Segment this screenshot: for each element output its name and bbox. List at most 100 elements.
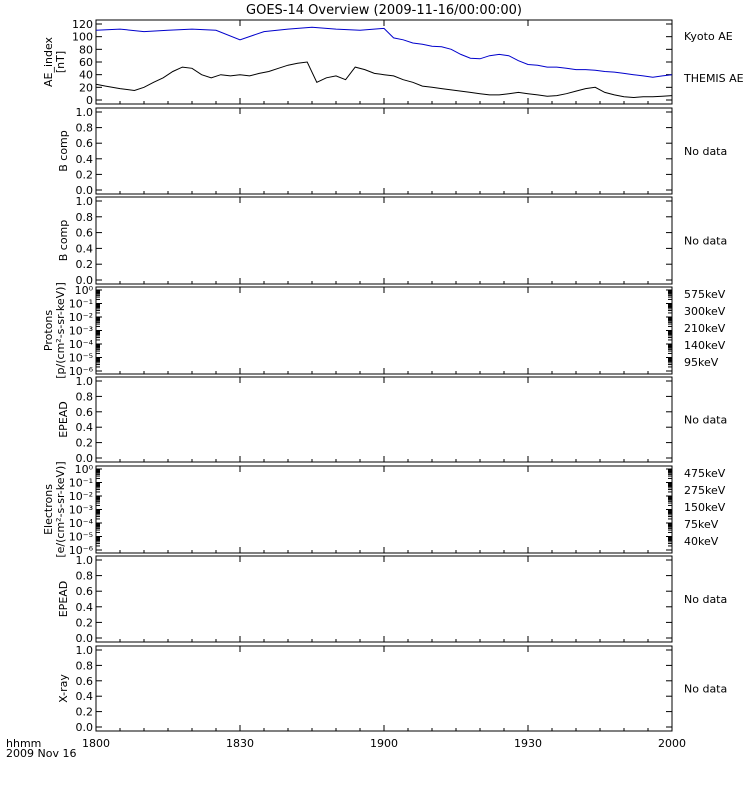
chart-title: GOES-14 Overview (2009-11-16/00:00:00) bbox=[246, 3, 522, 18]
y-tick-label: 1.0 bbox=[76, 554, 94, 567]
series-line-themis-ae bbox=[95, 26, 673, 78]
x-tick-label: 2000 bbox=[658, 737, 686, 750]
y-tick-label: 0 bbox=[86, 94, 93, 107]
series-line-kyoto-ae bbox=[95, 61, 673, 99]
y-tick-label: 10⁻² bbox=[69, 311, 93, 324]
y-tick-label: 40 bbox=[79, 69, 93, 82]
y-axis-label: Electrons bbox=[42, 484, 55, 535]
no-data-label: No data bbox=[684, 145, 727, 158]
y-tick-label: 0.4 bbox=[76, 690, 94, 703]
legend-kyoto-ae: Kyoto AE bbox=[684, 30, 733, 43]
y-tick-label: 10⁻⁵ bbox=[69, 352, 93, 365]
legend-energy-channel: 300keV bbox=[684, 305, 726, 318]
y-tick-label: 0.4 bbox=[76, 601, 94, 614]
y-axis-label: EPEAD bbox=[57, 581, 70, 618]
legend-energy-channel: 40keV bbox=[684, 535, 719, 548]
legend-energy-channel: 140keV bbox=[684, 339, 726, 352]
y-tick-label: 10⁻² bbox=[69, 490, 93, 503]
y-tick-label: 0.8 bbox=[76, 390, 94, 403]
y-tick-label: 10⁰ bbox=[75, 284, 94, 297]
y-tick-label: 0.8 bbox=[76, 122, 94, 135]
y-tick-label: 10⁻⁶ bbox=[69, 544, 94, 557]
y-tick-label: 0.2 bbox=[76, 258, 94, 271]
y-axis-unit: [nT] bbox=[54, 51, 67, 73]
y-axis-label: EPEAD bbox=[57, 401, 70, 438]
y-axis-label: Protons bbox=[42, 310, 55, 351]
y-tick-label: 0.0 bbox=[76, 721, 94, 734]
y-tick-label: 0.4 bbox=[76, 421, 94, 434]
y-tick-label: 0.6 bbox=[76, 406, 94, 419]
panel-frame bbox=[95, 376, 673, 463]
y-tick-label: 10⁰ bbox=[75, 463, 94, 476]
y-tick-label: 0.0 bbox=[76, 632, 94, 645]
no-data-label: No data bbox=[684, 593, 727, 606]
y-tick-label: 80 bbox=[79, 43, 93, 56]
panel-frame bbox=[95, 107, 673, 195]
legend-energy-channel: 575keV bbox=[684, 288, 726, 301]
y-tick-label: 100 bbox=[72, 31, 93, 44]
no-data-label: No data bbox=[684, 235, 727, 248]
y-tick-label: 0.0 bbox=[76, 274, 94, 287]
y-tick-label: 0.0 bbox=[76, 184, 94, 197]
y-tick-label: 10⁻¹ bbox=[69, 298, 93, 311]
y-tick-label: 10⁻⁴ bbox=[69, 517, 94, 530]
legend-energy-channel: 275keV bbox=[684, 484, 726, 497]
y-tick-label: 0.2 bbox=[76, 437, 94, 450]
y-axis-label: B comp bbox=[57, 220, 70, 262]
y-tick-label: 0.4 bbox=[76, 153, 94, 166]
panel-5: 0.0 0.2 0.4 0.6 0.8 1.0 EPEAD No data bbox=[57, 375, 727, 465]
y-tick-label: 0.2 bbox=[76, 168, 94, 181]
legend-energy-channel: 210keV bbox=[684, 322, 726, 335]
y-tick-label: 0.6 bbox=[76, 585, 94, 598]
y-tick-label: 120 bbox=[72, 18, 93, 31]
y-tick-label: 10⁻¹ bbox=[69, 477, 93, 490]
y-tick-label: 0.6 bbox=[76, 137, 94, 150]
panel-2: 0.0 0.2 0.4 0.6 0.8 1.0 B comp No data bbox=[57, 106, 727, 197]
y-tick-label: 10⁻⁴ bbox=[69, 338, 94, 351]
panel-8: 0.0 0.2 0.4 0.6 0.8 1.0 X-ray No data bbox=[57, 644, 727, 734]
panel-frame bbox=[95, 196, 673, 285]
panel-frame bbox=[95, 286, 673, 375]
x-tick-label: 1830 bbox=[226, 737, 254, 750]
panel-frame bbox=[95, 19, 673, 105]
x-tick-label: 1930 bbox=[514, 737, 542, 750]
y-axis-label: X-ray bbox=[57, 674, 70, 703]
y-tick-label: 10⁻⁶ bbox=[69, 365, 94, 378]
x-tick-label: 1900 bbox=[370, 737, 398, 750]
y-tick-label: 0.8 bbox=[76, 659, 94, 672]
y-tick-label: 0.2 bbox=[76, 706, 94, 719]
y-tick-label: 10⁻³ bbox=[69, 504, 93, 517]
y-tick-label: 0.6 bbox=[76, 227, 94, 240]
y-tick-label: 60 bbox=[79, 56, 93, 69]
y-tick-label: 1.0 bbox=[76, 375, 94, 388]
y-tick-label: 0.8 bbox=[76, 570, 94, 583]
time-label-hhmm: hhmm bbox=[6, 737, 41, 750]
y-axis-unit: [p/(cm²-s-sr-keV)] bbox=[54, 282, 67, 379]
x-tick-label: 1800 bbox=[82, 737, 110, 750]
y-tick-label: 0.6 bbox=[76, 675, 94, 688]
y-tick-label: 0.2 bbox=[76, 616, 94, 629]
y-tick-label: 10⁻³ bbox=[69, 325, 93, 338]
legend-themis-ae: THEMIS AE bbox=[683, 72, 744, 85]
panel-frame bbox=[95, 555, 673, 643]
time-label-date: 2009 Nov 16 bbox=[6, 747, 76, 760]
panel-frame bbox=[95, 645, 673, 732]
time-axis: 1800 1830 1900 1930 2000 bbox=[82, 737, 686, 750]
y-tick-label: 0.8 bbox=[76, 211, 94, 224]
y-axis-label: B comp bbox=[57, 130, 70, 172]
y-tick-label: 1.0 bbox=[76, 106, 94, 119]
y-axis-label: AE_index bbox=[42, 36, 55, 87]
legend-energy-channel: 95keV bbox=[684, 356, 719, 369]
no-data-label: No data bbox=[684, 683, 727, 696]
y-tick-label: 0.0 bbox=[76, 452, 94, 465]
y-tick-label: 1.0 bbox=[76, 195, 94, 208]
no-data-label: No data bbox=[684, 414, 727, 427]
y-tick-label: 0.4 bbox=[76, 242, 94, 255]
panel-3: 0.0 0.2 0.4 0.6 0.8 1.0 B comp No data bbox=[57, 195, 727, 287]
panel-7: 0.0 0.2 0.4 0.6 0.8 1.0 EPEAD No data bbox=[57, 554, 727, 645]
y-tick-label: 1.0 bbox=[76, 644, 94, 657]
